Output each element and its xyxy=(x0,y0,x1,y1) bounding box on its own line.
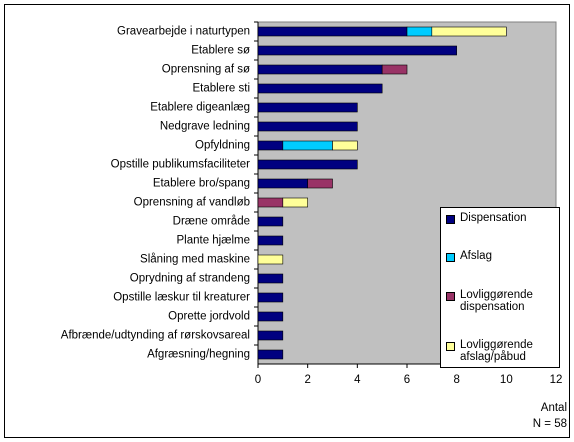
bar-segment xyxy=(431,26,507,37)
bar-segment xyxy=(257,159,358,170)
legend-label: Lovliggørende afslag/påbud xyxy=(460,338,533,363)
bar-segment xyxy=(257,292,284,303)
legend-label: Lovliggørende dispensation xyxy=(460,288,533,313)
x-tick-label: 0 xyxy=(255,374,261,386)
y-tick-label: Etablere digeanlæg xyxy=(150,102,250,114)
legend-label: Afslag xyxy=(460,250,492,263)
bar-segment xyxy=(257,64,383,75)
legend-swatch xyxy=(446,341,455,351)
y-tick-label: Etablere bro/spang xyxy=(153,178,250,190)
y-tick-label: Dræne område xyxy=(173,216,250,228)
y-tick-label: Opfyldning xyxy=(195,140,250,152)
x-tick-label: 4 xyxy=(354,374,361,386)
bar-segment xyxy=(257,254,284,265)
y-tick-label: Gravearbejde i naturtypen xyxy=(117,26,250,38)
bar-segment xyxy=(257,273,284,284)
y-tick-label: Afgræsning/hegning xyxy=(147,349,250,361)
legend-swatch xyxy=(446,253,455,263)
y-tick-label: Opstille publikumsfaciliteter xyxy=(111,159,251,171)
y-tick-label: Oprydning af strandeng xyxy=(130,273,250,285)
y-tick-label: Afbrænde/udtynding af rørskovsareal xyxy=(61,330,250,342)
x-tick-label: 2 xyxy=(304,374,310,386)
y-tick-label: Oprensning af vandløb xyxy=(134,197,250,209)
note: N = 58 xyxy=(533,418,567,430)
bar-segment xyxy=(257,330,284,341)
bar-segment xyxy=(257,235,284,246)
bar-segment xyxy=(282,197,308,208)
bar-segment xyxy=(257,102,358,113)
legend-item: Afslag xyxy=(444,250,556,263)
legend-item: Lovliggørende dispensation xyxy=(444,289,556,313)
legend-label: Dispensation xyxy=(460,212,527,224)
bar-segment xyxy=(381,64,408,75)
bar-segment xyxy=(257,45,457,56)
x-tick-label: 6 xyxy=(404,374,410,386)
bar-segment xyxy=(257,311,284,322)
y-tick-label: Nedgrave ledning xyxy=(160,121,250,133)
bar-segment xyxy=(257,83,383,94)
x-tick-label: 8 xyxy=(453,374,459,386)
bar-segment xyxy=(257,349,284,360)
legend-item: Dispensation xyxy=(444,212,556,224)
legend: Dispensation Afslag Lovliggørende dispensa… xyxy=(440,207,560,368)
legend-item: Lovliggørende afslag/påbud xyxy=(444,339,556,363)
bar-segment xyxy=(406,26,433,37)
legend-swatch xyxy=(446,291,455,301)
bar-segment xyxy=(257,197,284,208)
bar-segment xyxy=(257,121,358,132)
bar-segment xyxy=(257,26,408,37)
y-tick-label: Etablere sti xyxy=(192,83,250,95)
bar-segment xyxy=(282,140,333,151)
y-tick-label: Etablere sø xyxy=(191,45,250,57)
y-tick-label: Oprette jordvold xyxy=(168,311,250,323)
x-axis-label: Antal xyxy=(541,402,567,414)
y-tick-label: Opstille læskur til kreaturer xyxy=(113,292,250,304)
frame xyxy=(4,4,570,438)
bar-segment xyxy=(257,178,308,189)
bar-segment xyxy=(332,140,358,151)
x-tick-label: 10 xyxy=(500,374,513,386)
legend-swatch xyxy=(446,215,455,224)
bar-segment xyxy=(257,216,284,227)
bar-segment xyxy=(257,140,284,151)
bar-segment xyxy=(307,178,333,189)
y-tick-label: Slåning med maskine xyxy=(140,254,250,266)
x-tick-label: 12 xyxy=(550,374,563,386)
y-tick-label: Plante hjælme xyxy=(176,235,250,247)
y-tick-label: Oprensning af sø xyxy=(162,64,250,76)
